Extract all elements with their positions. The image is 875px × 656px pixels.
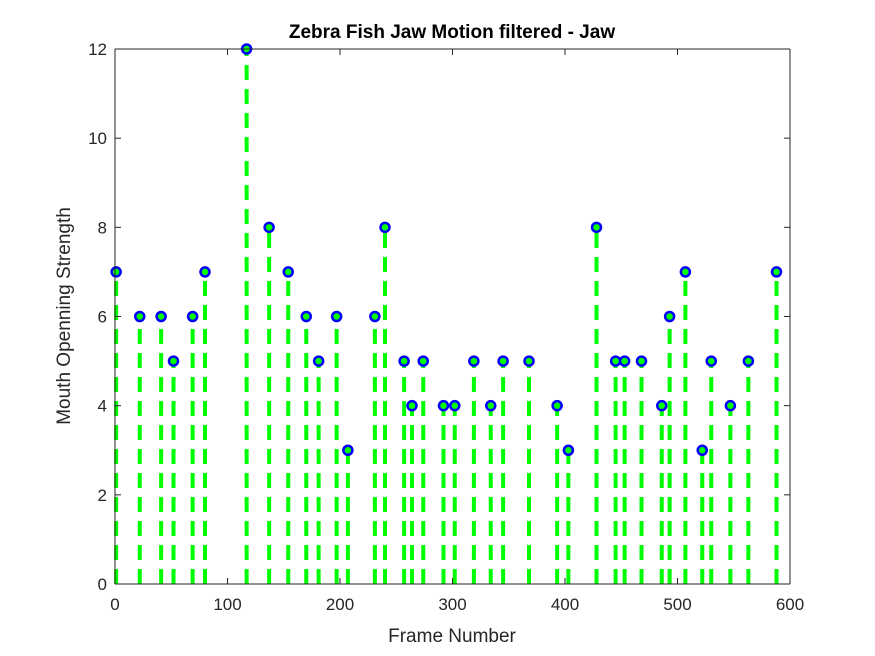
stem-marker <box>282 266 294 278</box>
markers-layer <box>110 43 783 456</box>
stem-marker <box>635 355 648 367</box>
stem-marker <box>417 355 429 367</box>
y-tick-label: 10 <box>88 129 107 148</box>
chart-title: Zebra Fish Jaw Motion filtered - Jaw <box>289 22 615 43</box>
stem-marker <box>468 355 480 367</box>
stem-marker <box>618 355 631 367</box>
y-tick-label: 8 <box>98 218 107 237</box>
stem-marker <box>656 399 668 412</box>
stem-marker <box>263 221 275 234</box>
stem-marker <box>679 266 692 278</box>
y-tick-label: 0 <box>98 575 107 594</box>
stem-marker <box>110 266 122 278</box>
stem-marker <box>523 355 535 367</box>
y-tick-label: 2 <box>98 486 107 505</box>
y-axis-label: Mouth Openning Strength <box>54 207 75 425</box>
x-tick-label: 500 <box>663 595 691 614</box>
y-tick-label: 6 <box>98 308 107 327</box>
x-tick-label: 400 <box>551 595 579 614</box>
y-tick-label: 4 <box>98 397 107 416</box>
stem-marker <box>609 355 622 367</box>
x-ticks: 0 100 200 300 400 500 600 <box>110 49 804 614</box>
stem-marker <box>300 310 312 323</box>
x-axis-label: Frame Number <box>388 626 516 647</box>
x-tick-label: 0 <box>110 595 119 614</box>
stem-marker <box>449 399 461 412</box>
plot-area <box>115 49 790 584</box>
stem-marker <box>199 266 211 278</box>
y-ticks: 0 2 4 6 8 10 12 <box>88 40 790 594</box>
stem-marker <box>134 310 146 323</box>
stem-marker <box>551 399 563 412</box>
x-tick-label: 300 <box>438 595 466 614</box>
stem-marker <box>369 310 381 323</box>
stem-marker <box>398 355 410 367</box>
stem-marker <box>330 310 343 323</box>
stem-marker <box>562 444 575 456</box>
x-tick-label: 100 <box>213 595 241 614</box>
stem-marker <box>342 444 354 456</box>
stem-marker <box>663 310 676 323</box>
stem-marker <box>312 355 325 367</box>
stem-marker <box>696 444 708 456</box>
stems-layer <box>114 49 779 584</box>
stem-marker <box>437 399 450 412</box>
stem-marker <box>379 221 391 234</box>
x-tick-label: 200 <box>326 595 354 614</box>
y-tick-label: 12 <box>88 40 107 59</box>
stem-marker <box>406 399 418 412</box>
stem-marker <box>186 310 199 323</box>
stem-marker <box>155 310 167 323</box>
stem-marker <box>705 355 717 367</box>
stem-marker <box>590 221 603 234</box>
stem-marker <box>167 355 180 367</box>
stem-marker <box>485 399 497 412</box>
x-tick-label: 600 <box>776 595 804 614</box>
stem-marker <box>497 355 509 367</box>
stem-marker <box>770 266 783 278</box>
stem-marker <box>724 399 737 412</box>
stem-marker <box>742 355 755 367</box>
